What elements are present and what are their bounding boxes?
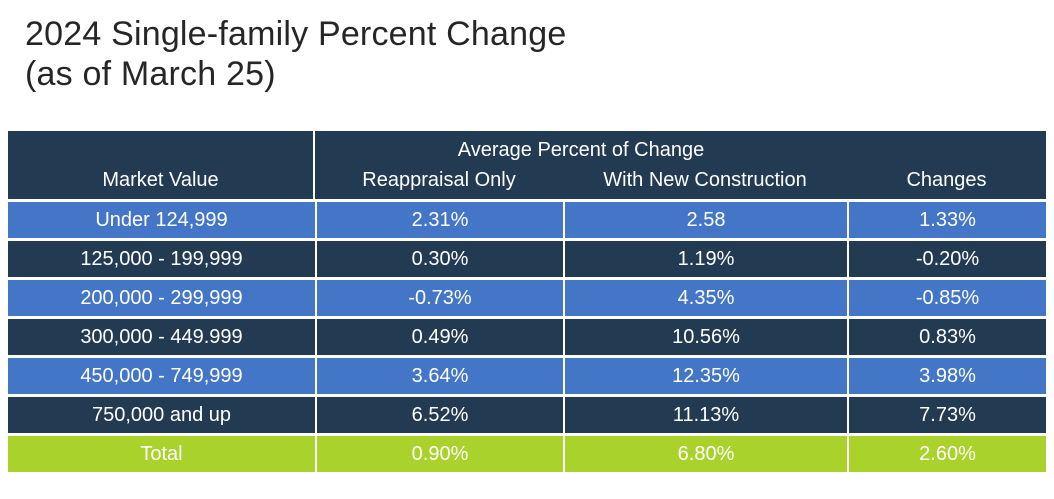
header-row-group: Market Value Average Percent of Change C…	[8, 131, 1046, 199]
cell-reappraisal-only: 2.31%	[315, 199, 563, 238]
cell-total-with-new-construction: 6.80%	[563, 433, 847, 472]
cell-changes: 0.83%	[847, 316, 1046, 355]
table-body: Under 124,999 2.31% 2.58 1.33% 125,000 -…	[8, 199, 1046, 472]
cell-market-value: 300,000 - 449.999	[8, 316, 315, 355]
cell-reappraisal-only: 0.49%	[315, 316, 563, 355]
table-row: 300,000 - 449.999 0.49% 10.56% 0.83%	[8, 316, 1046, 355]
cell-market-value: 750,000 and up	[8, 394, 315, 433]
cell-changes: -0.20%	[847, 238, 1046, 277]
header-row-columns: Reappraisal Only With New Construction	[8, 163, 1046, 199]
table-row: 125,000 - 199,999 0.30% 1.19% -0.20%	[8, 238, 1046, 277]
percent-change-table: Market Value Average Percent of Change C…	[8, 131, 1046, 472]
table-row: 750,000 and up 6.52% 11.13% 7.73%	[8, 394, 1046, 433]
table-row: 200,000 - 299,999 -0.73% 4.35% -0.85%	[8, 277, 1046, 316]
cell-with-new-construction: 12.35%	[563, 355, 847, 394]
header-reappraisal-only: Reappraisal Only	[315, 163, 563, 199]
table-row: Under 124,999 2.31% 2.58 1.33%	[8, 199, 1046, 238]
cell-with-new-construction: 4.35%	[563, 277, 847, 316]
cell-changes: 7.73%	[847, 394, 1046, 433]
cell-with-new-construction: 2.58	[563, 199, 847, 238]
cell-changes: 1.33%	[847, 199, 1046, 238]
cell-total-label: Total	[8, 433, 315, 472]
cell-reappraisal-only: 0.30%	[315, 238, 563, 277]
header-average-percent-of-change: Average Percent of Change	[315, 131, 847, 163]
title-line-2: (as of March 25)	[25, 55, 276, 94]
table-header: Market Value Average Percent of Change C…	[8, 131, 1046, 199]
cell-reappraisal-only: 6.52%	[315, 394, 563, 433]
cell-with-new-construction: 11.13%	[563, 394, 847, 433]
cell-market-value: 200,000 - 299,999	[8, 277, 315, 316]
cell-market-value: Under 124,999	[8, 199, 315, 238]
cell-total-changes: 2.60%	[847, 433, 1046, 472]
cell-with-new-construction: 1.19%	[563, 238, 847, 277]
header-market-value: Market Value	[8, 131, 315, 199]
header-with-new-construction: With New Construction	[563, 163, 847, 199]
page-title: 2024 Single-family Percent Change (as of…	[25, 14, 566, 94]
table-row: 450,000 - 749,999 3.64% 12.35% 3.98%	[8, 355, 1046, 394]
header-changes: Changes	[847, 131, 1046, 199]
cell-changes: -0.85%	[847, 277, 1046, 316]
title-line-1: 2024 Single-family Percent Change	[25, 15, 567, 53]
cell-changes: 3.98%	[847, 355, 1046, 394]
cell-reappraisal-only: 3.64%	[315, 355, 563, 394]
cell-market-value: 450,000 - 749,999	[8, 355, 315, 394]
total-row: Total 0.90% 6.80% 2.60%	[8, 433, 1046, 472]
cell-reappraisal-only: -0.73%	[315, 277, 563, 316]
cell-market-value: 125,000 - 199,999	[8, 238, 315, 277]
cell-with-new-construction: 10.56%	[563, 316, 847, 355]
cell-total-reappraisal-only: 0.90%	[315, 433, 563, 472]
